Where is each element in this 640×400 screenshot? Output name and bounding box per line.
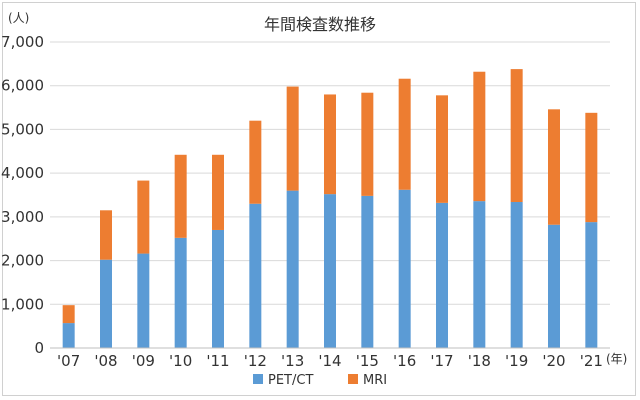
bar-segment-pet-ct: [62, 323, 75, 348]
bar-segment-mri: [361, 92, 374, 196]
bar-segment-pet-ct: [137, 253, 150, 348]
chart-frame: [2, 2, 636, 396]
x-tick-label: '20: [542, 352, 565, 370]
bar-segment-pet-ct: [585, 222, 598, 348]
bar-segment-mri: [286, 86, 299, 191]
bar-segment-mri: [585, 112, 598, 223]
x-tick-label: '14: [318, 352, 341, 370]
x-tick-label: '13: [281, 352, 304, 370]
y-tick-label: 2,000: [1, 252, 44, 270]
y-tick-label: 6,000: [1, 77, 44, 95]
legend-label-mri: MRI: [363, 373, 387, 388]
bar-segment-pet-ct: [249, 203, 262, 348]
bar-segment-pet-ct: [398, 189, 411, 348]
x-tick-label: '08: [94, 352, 117, 370]
x-tick-label: '07: [57, 352, 80, 370]
bar-segment-pet-ct: [100, 259, 112, 348]
y-tick-label: 0: [34, 339, 44, 357]
x-tick-label: '21: [580, 352, 603, 370]
bar-segment-mri: [100, 210, 112, 260]
x-tick-label: '12: [244, 352, 267, 370]
bar-segment-pet-ct: [361, 195, 374, 348]
x-tick-label: '10: [169, 352, 192, 370]
bar-segment-mri: [510, 69, 523, 202]
bar-segment-mri: [398, 78, 411, 190]
y-unit-label: (人): [8, 11, 29, 25]
bar-segment-mri: [212, 154, 224, 230]
x-tick-label: '18: [468, 352, 491, 370]
y-tick-label: 1,000: [1, 295, 44, 313]
chart-title: 年間検査数推移: [264, 15, 376, 34]
bar-segment-pet-ct: [324, 194, 336, 348]
bar-segment-pet-ct: [174, 237, 187, 348]
x-unit-label: (年): [606, 352, 627, 366]
bar-segment-mri: [174, 154, 187, 238]
x-tick-label: '17: [430, 352, 453, 370]
bar-segment-pet-ct: [286, 190, 299, 348]
bar-segment-mri: [62, 305, 75, 324]
y-tick-label: 4,000: [1, 164, 44, 182]
bar-segment-mri: [324, 94, 336, 195]
bar-segment-mri: [249, 120, 262, 204]
legend-label-pet-ct: PET/CT: [268, 373, 313, 388]
bar-segment-mri: [548, 109, 560, 225]
y-tick-label: 5,000: [1, 120, 44, 138]
x-tick-label: '11: [206, 352, 229, 370]
legend-swatch-mri: [348, 374, 358, 384]
x-tick-label: '15: [356, 352, 379, 370]
bar-segment-pet-ct: [212, 229, 224, 348]
y-tick-label: 3,000: [1, 208, 44, 226]
x-tick-label: '09: [132, 352, 155, 370]
legend: PET/CT MRI: [253, 373, 387, 388]
bar-segment-pet-ct: [436, 202, 448, 348]
x-tick-label: '19: [505, 352, 528, 370]
bar-segment-mri: [473, 71, 486, 202]
x-axis-ticks: '07 '08 '09 '10 '11 '12 '13 '14 '15 '16 '17 '18 '19 '…: [57, 352, 603, 370]
y-tick-label: 7,000: [1, 33, 44, 51]
bars: [62, 69, 598, 348]
legend-swatch-pet-ct: [253, 374, 263, 384]
y-axis-ticks: 0 1,000 2,000 3,000 4,000 5,000 6,000 7,000: [1, 33, 44, 357]
bar-segment-pet-ct: [510, 201, 523, 348]
bar-segment-mri: [137, 180, 150, 254]
bar-segment-pet-ct: [473, 201, 486, 348]
bar-segment-pet-ct: [548, 224, 560, 348]
bar-segment-mri: [436, 95, 448, 203]
x-tick-label: '16: [393, 352, 416, 370]
